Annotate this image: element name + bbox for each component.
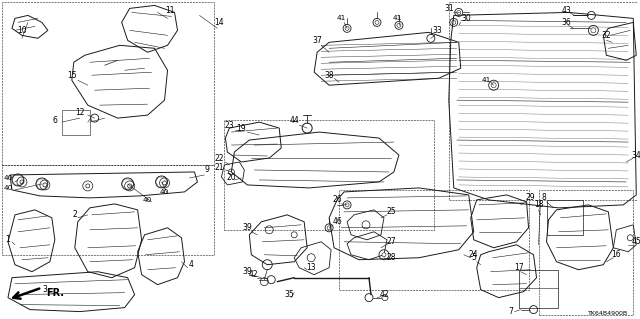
Text: 41: 41 [392, 15, 401, 21]
Circle shape [163, 181, 166, 185]
Text: 41: 41 [337, 15, 346, 21]
Text: 20: 20 [227, 174, 236, 182]
Bar [538, 190, 633, 315]
Text: 13: 13 [307, 263, 316, 272]
Text: 39: 39 [243, 223, 252, 232]
Text: TK64B4900B: TK64B4900B [588, 311, 628, 316]
Circle shape [20, 180, 24, 184]
Text: 5: 5 [471, 253, 476, 262]
Text: 7: 7 [508, 307, 513, 316]
Text: 39: 39 [243, 267, 252, 276]
Circle shape [86, 184, 90, 188]
Text: 33: 33 [432, 26, 442, 35]
Text: 9: 9 [205, 166, 210, 174]
Circle shape [491, 83, 496, 88]
Circle shape [452, 20, 456, 24]
Text: 40: 40 [3, 185, 13, 191]
Text: 29: 29 [525, 193, 536, 202]
Circle shape [375, 20, 379, 24]
Circle shape [397, 23, 401, 27]
Text: 34: 34 [632, 151, 640, 160]
Text: 3: 3 [42, 285, 47, 294]
Text: 14: 14 [214, 18, 224, 27]
Text: 24: 24 [469, 250, 479, 259]
Text: 28: 28 [386, 253, 396, 262]
Text: 16: 16 [611, 250, 621, 259]
Circle shape [345, 26, 349, 30]
Text: 4: 4 [189, 260, 194, 269]
Text: 22: 22 [214, 153, 224, 162]
Text: 37: 37 [312, 36, 322, 45]
Text: 11: 11 [164, 6, 174, 15]
Circle shape [43, 183, 47, 187]
Text: 46: 46 [332, 217, 342, 226]
Bar [2, 3, 214, 165]
Circle shape [327, 226, 331, 230]
Text: 6: 6 [52, 115, 58, 125]
Text: 1: 1 [6, 235, 10, 244]
Bar [62, 110, 90, 135]
Circle shape [457, 11, 461, 14]
Text: 44: 44 [289, 115, 299, 125]
Text: 40: 40 [160, 189, 169, 195]
Bar [339, 190, 529, 290]
Text: 40: 40 [3, 175, 13, 181]
Text: 21: 21 [214, 163, 224, 173]
Bar [547, 200, 584, 235]
Text: 23: 23 [225, 121, 234, 130]
Text: 38: 38 [324, 71, 334, 80]
Bar [2, 165, 214, 255]
Text: 31: 31 [444, 4, 454, 13]
Text: 35: 35 [284, 290, 294, 299]
Text: 12: 12 [75, 108, 84, 117]
Text: 42: 42 [248, 270, 258, 279]
Circle shape [345, 203, 349, 207]
Text: 42: 42 [379, 290, 388, 299]
Text: 19: 19 [237, 123, 246, 133]
Text: FR.: FR. [46, 288, 64, 298]
Text: 43: 43 [561, 6, 572, 15]
Text: 10: 10 [17, 26, 27, 35]
Text: 2: 2 [72, 210, 77, 219]
Text: 30: 30 [462, 14, 472, 23]
Text: 40: 40 [143, 197, 152, 203]
Text: 41: 41 [482, 77, 492, 83]
Text: 18: 18 [534, 200, 543, 209]
Bar [449, 3, 638, 200]
Text: 15: 15 [67, 71, 77, 80]
Bar [225, 120, 434, 230]
Text: 36: 36 [561, 18, 572, 27]
Text: 25: 25 [386, 207, 396, 216]
Text: 45: 45 [632, 237, 640, 246]
Circle shape [591, 28, 596, 33]
Text: 17: 17 [514, 263, 524, 272]
Circle shape [127, 184, 132, 188]
Text: 8: 8 [541, 193, 546, 202]
Circle shape [382, 253, 386, 257]
Text: 32: 32 [602, 31, 611, 40]
Bar [518, 270, 559, 308]
Text: 27: 27 [386, 237, 396, 246]
Text: 26: 26 [332, 196, 342, 204]
